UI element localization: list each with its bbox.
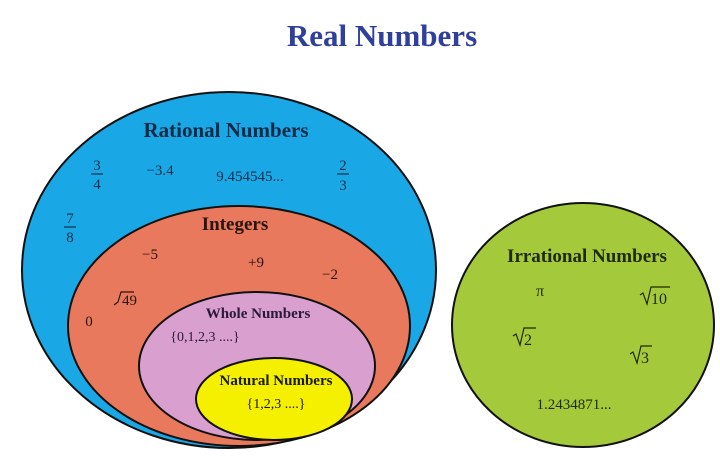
fraction-denominator: 3 [339, 178, 347, 194]
integer-example: 49 [122, 293, 137, 309]
sqrt-icon [512, 327, 536, 348]
rational-example: 9.454545... [216, 169, 284, 185]
irrational-example: 2 [524, 332, 532, 349]
fraction-denominator: 8 [66, 230, 74, 246]
irrational-set [451, 202, 715, 448]
natural-set-values: {1,2,3 ....} [247, 397, 306, 412]
integer-example: −2 [322, 267, 338, 283]
whole-set-values: {0,1,2,3 ....} [170, 330, 239, 345]
natural-label: Natural Numbers [220, 373, 333, 389]
integer-example: 0 [85, 314, 93, 330]
irrational-example: 1.2434871... [537, 397, 612, 413]
fraction-numerator: 7 [66, 211, 74, 227]
integers-label: Integers [202, 214, 268, 235]
sqrt-icon [629, 345, 652, 366]
integer-example: +9 [248, 255, 264, 271]
sqrt-icon [639, 286, 670, 307]
irrational-example: 3 [641, 350, 649, 367]
irrational-example: 10 [651, 291, 667, 308]
rational-label: Rational Numbers [143, 118, 308, 142]
fraction-numerator: 3 [93, 158, 101, 174]
diagram-title: Real Numbers [287, 18, 477, 53]
integer-example: −5 [142, 247, 158, 263]
irrational-label: Irrational Numbers [507, 246, 667, 267]
fraction-denominator: 4 [93, 177, 101, 193]
irrational-example: π [536, 283, 544, 300]
rational-example: −3.4 [146, 163, 174, 179]
sqrt-icon [113, 291, 134, 306]
fraction-numerator: 2 [339, 158, 347, 174]
whole-label: Whole Numbers [206, 306, 311, 322]
natural-set [195, 357, 353, 441]
